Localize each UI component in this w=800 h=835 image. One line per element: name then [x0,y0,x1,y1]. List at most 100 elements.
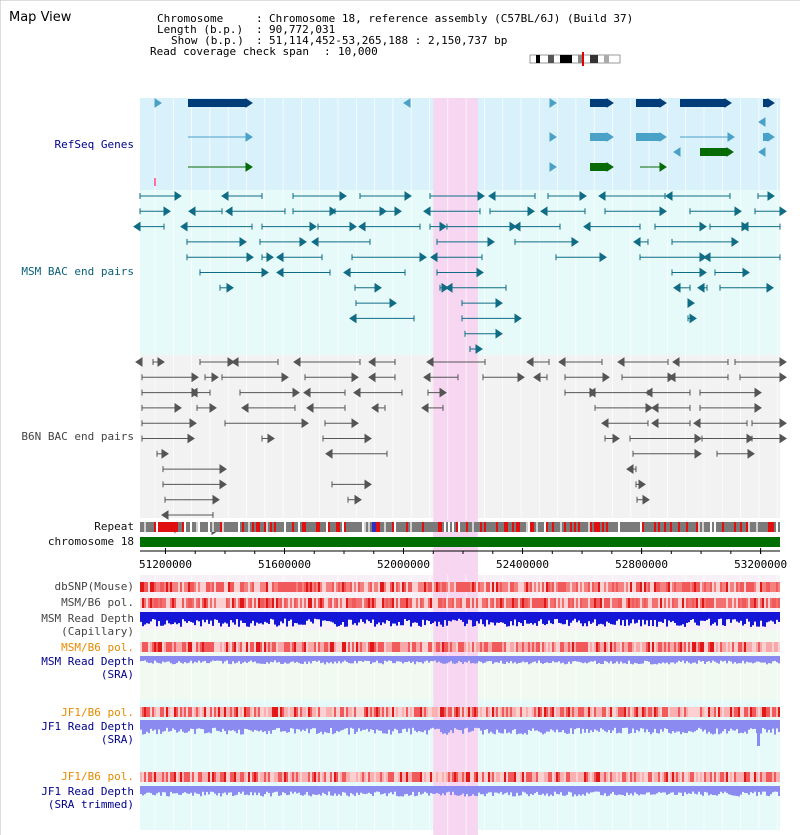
repeat-block [530,522,532,532]
msm-capillary-depth-bar [728,612,730,620]
repeat-block [572,522,574,532]
track-label-jf1-pol-1[interactable]: JF1/B6 pol. [61,706,134,719]
jf1-sra-depth-bar [710,720,712,734]
dbsnp-density [740,582,742,592]
repeat-block [772,522,774,532]
track-label-refseq[interactable]: RefSeq Genes [54,138,134,151]
track-label-msm-depth-cap[interactable]: MSM Read Depth [41,612,134,625]
msm-sra-depth-bar [418,656,420,663]
track-label-jf1-pol-2[interactable]: JF1/B6 pol. [61,770,134,783]
msm-pol2-density [286,642,288,652]
jf1-pol-density [380,707,382,717]
msm-pol2-density [336,642,338,652]
jf1-trim-depth-bar [410,786,412,796]
jf1-pol-density [460,707,462,717]
jf1-sra-depth-bar [750,720,752,729]
repeat-block [766,522,768,532]
jf1-pol-density [766,707,768,717]
jf1-pol-density [730,707,732,717]
msm-capillary-depth-bar [610,612,612,625]
dbsnp-density [500,582,502,592]
track-label-jf1-depth-sra[interactable]: JF1 Read Depth [41,720,134,733]
dbsnp-density [430,582,432,592]
repeat-block [748,522,750,532]
repeat-block [288,522,290,532]
jf1-trim-depth-bar [356,786,358,793]
refseq-gene-strand-arrow [245,98,253,108]
track-label-dbsnp[interactable]: dbSNP(Mouse) [54,580,134,593]
dbsnp-density [170,582,172,592]
msm-sra-depth-bar [730,656,732,662]
track-label-msm-bac[interactable]: MSM BAC end pairs [21,265,134,278]
jf1-pol2-density [222,772,224,782]
dbsnp-density [776,582,778,592]
track-label-jf1-depth-trim[interactable]: JF1 Read Depth [41,785,134,798]
msm-pol-density [368,598,370,608]
msm-capillary-depth-bar [572,612,574,621]
msm-capillary-depth-bar [180,612,182,627]
msm-capillary-depth-bar [656,612,658,627]
msm-capillary-depth-bar [578,612,580,621]
msm-pol2-density [558,642,560,652]
track-label-msm-depth-sra[interactable]: MSM Read Depth [41,655,134,668]
jf1-pol-density [144,707,146,717]
track-label-repeat[interactable]: Repeat [94,520,134,533]
msm-sra-depth-bar [724,656,726,661]
track-label-msm-pol-2[interactable]: MSM/B6 pol. [61,641,134,654]
dbsnp-density [214,582,216,592]
msm-bac-pair-end-arrow [475,344,483,354]
dbsnp-density [142,582,144,592]
msm-pol-density [408,598,410,608]
jf1-pol2-density [352,772,354,782]
jf1-pol2-density [580,772,582,782]
jf1-trim-depth-bar [378,786,380,792]
msm-sra-depth-bar [220,656,222,661]
msm-sra-depth-bar [316,656,318,662]
dbsnp-density [318,582,320,592]
msm-capillary-depth-bar [262,612,264,625]
repeat-block [684,522,686,532]
msm-bac-pair-end-arrow [266,252,274,263]
jf1-sra-depth-bar [556,720,558,730]
msm-sra-depth-bar [558,656,560,662]
jf1-pol-density [690,707,692,717]
repeat-block [604,522,606,532]
jf1-trim-depth-bar [144,786,146,795]
msm-capillary-depth-bar [720,612,722,619]
track-label-chromosome[interactable]: chromosome 18 [47,535,134,548]
repeat-block [478,522,480,532]
ideogram-band [604,55,609,63]
jf1-pol2-density [742,772,744,782]
repeat-block [396,522,398,532]
track-label-b6n-bac[interactable]: B6N BAC end pairs [21,430,134,443]
jf1-pol-density [762,707,764,717]
dbsnp-density [482,582,484,592]
dbsnp-density [156,582,158,592]
dbsnp-density [610,582,612,592]
msm-sra-depth-bar [252,656,254,663]
msm-sra-depth-bar [682,656,684,661]
jf1-pol-density [326,707,328,717]
msm-pol2-density [302,642,304,652]
track-label-msm-pol-1[interactable]: MSM/B6 pol. [61,596,134,609]
msm-pol-density [220,598,222,608]
msm-capillary-depth-bar [272,612,274,620]
msm-pol2-density [612,642,614,652]
repeat-block [298,522,300,532]
msm-pol2-density [178,642,180,652]
msm-sra-depth-bar [504,656,506,665]
b6n-bac-pair-end-arrow [558,357,566,367]
jf1-trim-depth-bar [710,786,712,795]
msm-capillary-depth-bar [186,612,188,623]
jf1-pol-density [252,707,254,717]
msm-pol2-density [452,642,454,652]
b6n-bac-pair-end-arrow [612,433,620,444]
msm-sra-depth-bar [196,656,198,663]
repeat-block [142,522,144,532]
jf1-sra-depth-bar [698,720,700,728]
jf1-trim-depth-bar [580,786,582,796]
msm-pol2-density [624,642,626,652]
msm-pol-density [252,598,254,608]
jf1-pol2-density [728,772,730,782]
